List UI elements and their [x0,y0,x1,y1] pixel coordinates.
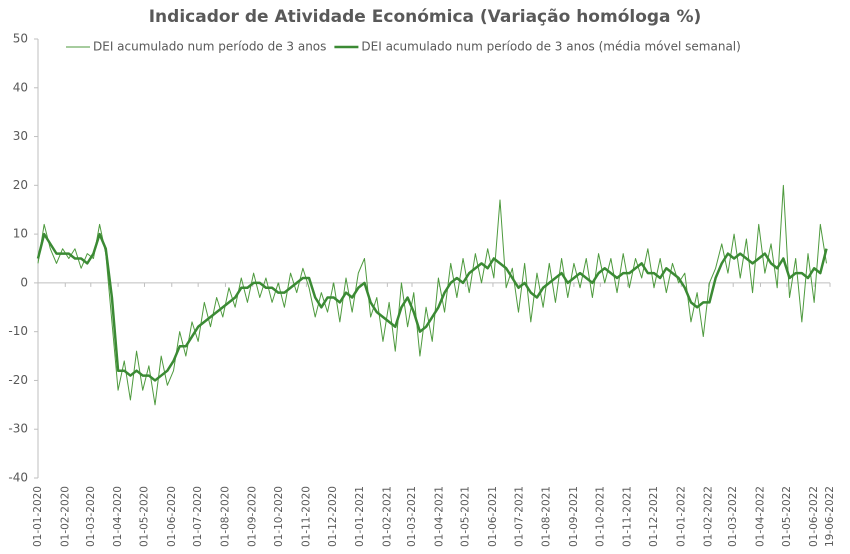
x-tick-label: 01-06-2022 [808,486,820,547]
x-tick-label: 01-12-2020 [327,486,339,547]
x-tick-label: 01-06-2020 [166,486,178,547]
x-tick-label: 01-07-2020 [192,486,204,547]
x-tick-label: 01-01-2022 [675,486,687,547]
x-tick-label: 01-02-2022 [703,486,715,547]
y-tick-label: 10 [13,227,28,241]
x-tick-label: 01-06-2021 [487,486,499,547]
x-tick-label: 01-11-2020 [300,486,312,547]
x-tick-label: 01-08-2020 [219,486,231,547]
series-line [37,184,827,406]
y-tick-label: 40 [13,80,28,94]
x-tick-label: 01-02-2021 [381,486,393,547]
x-tick-label: 01-09-2021 [568,486,580,547]
legend-label: DEI acumulado num período de 3 anos [93,40,326,54]
x-tick-label: 01-09-2020 [247,486,259,547]
x-tick-label: 19-06-2022 [824,486,836,547]
y-tick-label: 50 [13,32,28,46]
x-tick-label: 01-01-2021 [354,486,366,547]
series-line [36,232,828,382]
x-tick-label: 01-03-2022 [727,486,739,547]
x-tick-label: 01-10-2021 [594,486,606,547]
y-tick-label: -20 [8,373,28,387]
y-tick-label: -40 [8,471,28,485]
x-tick-label: 01-05-2022 [781,486,793,547]
x-tick-label: 01-04-2021 [433,486,445,547]
x-tick-label: 01-03-2021 [406,486,418,547]
y-tick-label: -10 [8,324,28,338]
x-tick-label: 01-05-2020 [138,486,150,547]
x-tick-label: 01-03-2020 [85,486,97,547]
x-tick-label: 01-12-2021 [648,486,660,547]
y-tick-label: 20 [13,178,28,192]
legend-label: DEI acumulado num período de 3 anos (méd… [361,40,740,54]
y-tick-label: 0 [20,275,28,289]
y-tick-label: 30 [13,129,28,143]
x-tick-label: 01-04-2022 [754,486,766,547]
y-tick-label: -30 [8,422,28,436]
x-tick-label: 01-08-2021 [541,486,553,547]
x-tick-label: 01-02-2020 [59,486,71,547]
x-tick-label: 01-11-2021 [622,486,634,547]
x-tick-label: 01-07-2021 [513,486,525,547]
chart-title: Indicador de Atividade Económica (Variaç… [149,7,702,27]
x-tick-label: 01-05-2021 [460,486,472,547]
x-tick-label: 01-10-2020 [273,486,285,547]
x-tick-label: 01-01-2020 [32,486,44,547]
x-tick-label: 01-04-2020 [112,486,124,547]
